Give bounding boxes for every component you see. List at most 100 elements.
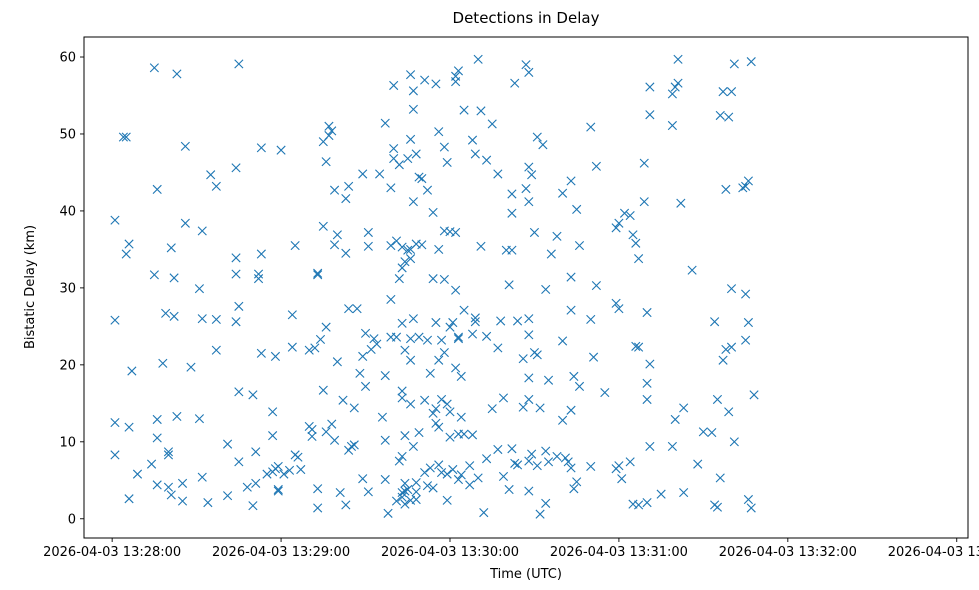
data-point: [400, 478, 410, 488]
data-point: [724, 407, 734, 417]
data-point: [746, 57, 756, 67]
data-point: [448, 317, 458, 328]
data-point: [679, 488, 689, 498]
data-point: [329, 185, 340, 195]
data-point: [591, 161, 601, 171]
data-point: [710, 317, 720, 327]
data-point: [434, 460, 444, 470]
data-point: [532, 461, 542, 471]
data-point: [645, 441, 655, 452]
data-point: [496, 316, 506, 326]
data-point: [321, 157, 331, 167]
data-point: [524, 373, 534, 383]
data-point: [510, 458, 520, 468]
data-point: [400, 486, 410, 496]
data-point: [251, 478, 261, 488]
data-point: [397, 488, 407, 498]
data-point: [524, 486, 534, 496]
data-point: [197, 472, 207, 482]
data-point: [408, 441, 418, 452]
data-point: [670, 82, 680, 92]
data-point: [121, 249, 131, 259]
data-point: [405, 254, 416, 264]
data-point: [631, 238, 641, 248]
data-point: [397, 451, 407, 462]
data-point: [149, 63, 159, 73]
data-point: [352, 304, 362, 314]
data-point: [645, 82, 655, 92]
data-point: [349, 440, 359, 450]
data-point: [566, 176, 576, 186]
data-point: [642, 498, 652, 508]
data-point: [124, 239, 134, 249]
data-point: [380, 118, 390, 128]
data-point: [560, 453, 571, 463]
data-point: [360, 328, 371, 338]
data-point: [431, 418, 441, 428]
data-point: [400, 431, 410, 441]
data-point: [231, 317, 241, 327]
data-point: [428, 408, 438, 418]
data-point: [510, 78, 520, 88]
data-point: [729, 59, 739, 69]
data-point: [673, 54, 683, 64]
data-point: [566, 463, 576, 473]
data-point: [451, 227, 461, 238]
data-points: [110, 54, 759, 519]
data-point: [222, 491, 233, 501]
data-point: [394, 456, 404, 466]
data-point: [543, 457, 554, 467]
data-point: [344, 304, 354, 314]
data-point: [521, 184, 531, 194]
data-point: [403, 484, 413, 495]
data-point: [417, 240, 427, 250]
data-point: [563, 457, 573, 467]
data-point: [741, 181, 751, 191]
data-point: [524, 197, 534, 207]
data-point: [642, 307, 652, 318]
data-point: [436, 394, 447, 405]
data-point: [152, 480, 162, 490]
data-point: [273, 461, 283, 472]
data-point: [180, 218, 190, 228]
data-point: [656, 489, 666, 499]
data-point: [451, 363, 461, 373]
data-point: [397, 386, 407, 396]
data-point: [408, 104, 418, 114]
data-point: [290, 240, 300, 251]
data-point: [414, 172, 424, 182]
data-point: [493, 444, 503, 455]
data-point: [383, 508, 393, 518]
data-point: [172, 69, 182, 79]
data-point: [541, 284, 551, 295]
data-point: [411, 478, 421, 488]
data-point: [400, 257, 410, 267]
data-point: [332, 357, 342, 367]
data-point: [611, 223, 621, 233]
data-point: [369, 334, 379, 344]
data-point: [389, 80, 399, 91]
data-point: [414, 427, 424, 438]
data-point: [541, 446, 551, 456]
data-point: [248, 390, 258, 400]
data-point: [518, 354, 528, 364]
data-point: [313, 268, 323, 278]
data-point: [146, 459, 157, 469]
data-point: [712, 394, 723, 405]
data-point: [110, 215, 120, 225]
data-point: [358, 351, 368, 361]
data-point: [397, 393, 407, 403]
data-point: [256, 249, 266, 259]
data-point: [721, 184, 731, 194]
x-tick-label: 2026-04-03 13:29:00: [212, 545, 350, 560]
data-point: [346, 441, 357, 452]
data-point: [445, 432, 455, 442]
data-point: [194, 414, 205, 424]
data-point: [566, 405, 576, 415]
data-point: [667, 441, 677, 452]
data-point: [234, 387, 244, 397]
data-point: [524, 394, 534, 405]
data-point: [569, 484, 579, 494]
data-point: [527, 449, 537, 459]
data-point: [679, 403, 689, 413]
